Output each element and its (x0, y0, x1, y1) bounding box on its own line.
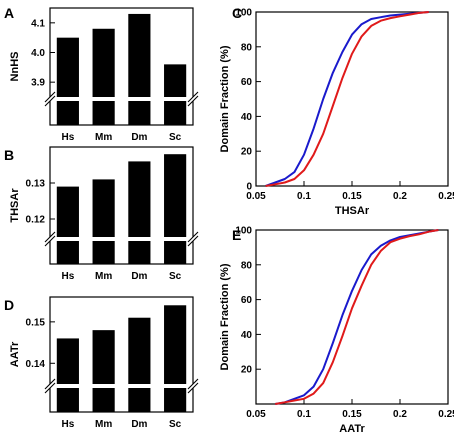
bar-D-Sc (164, 305, 187, 412)
y-tick-label: 60 (241, 295, 253, 306)
x-axis-label: THSAr (335, 205, 370, 217)
y-tick-label: 0.14 (26, 359, 46, 370)
axis-break-mark (44, 95, 56, 107)
x-tick-label: Dm (131, 271, 147, 282)
x-axis-label: AATr (339, 423, 365, 435)
x-tick-label: 0.25 (438, 409, 454, 420)
y-axis-label: NnHS (9, 52, 21, 82)
bar-D-Dm (128, 317, 151, 412)
y-axis-label: AATr (9, 341, 21, 367)
x-tick-label: Mm (95, 419, 112, 430)
bar-A-Hs (56, 37, 79, 125)
x-tick-label: Dm (131, 132, 147, 143)
x-tick-label: 0.15 (342, 409, 362, 420)
x-tick-label: Sc (169, 271, 182, 282)
axis-break-mark (187, 378, 199, 390)
x-tick-label: 0.1 (297, 191, 311, 202)
y-tick-label: 40 (241, 112, 253, 123)
x-tick-label: 0.2 (393, 409, 407, 420)
series-E-1-line (275, 229, 439, 405)
axis-break-mark (187, 95, 199, 107)
x-tick-label: Hs (61, 132, 74, 143)
series-E-0-line (275, 229, 439, 405)
bar-B-Sc (164, 154, 187, 264)
axis-break-mark (44, 378, 56, 390)
bar-A-Sc (164, 64, 187, 125)
bar-B-Dm (128, 161, 151, 264)
x-tick-label: Sc (169, 132, 182, 143)
axis-break-mark (44, 382, 56, 394)
y-tick-label: 80 (241, 260, 253, 271)
axis-break-mark (44, 91, 56, 103)
y-tick-label: 0.15 (26, 317, 46, 328)
y-tick-label: 4.0 (31, 48, 45, 59)
bar-B-Hs (56, 186, 79, 264)
axis-break-mark (44, 231, 56, 243)
bar-D-Mm (92, 330, 115, 412)
axis-break-mark (187, 231, 199, 243)
y-tick-label: 0 (246, 182, 252, 193)
panel-B-frame (49, 146, 194, 265)
y-tick-label: 0.13 (26, 179, 46, 190)
y-axis-label: Domain Fraction (%) (219, 263, 231, 370)
panel-A-frame (49, 7, 194, 126)
axis-break-band (44, 237, 199, 241)
y-tick-label: 20 (241, 365, 253, 376)
y-tick-label: 60 (241, 77, 253, 88)
panel-E-frame (255, 229, 449, 405)
y-tick-label: 4.1 (31, 18, 45, 29)
panel-letter: C (232, 5, 242, 21)
axis-break-mark (187, 91, 199, 103)
panel-C-frame (255, 11, 449, 187)
axis-break-mark (44, 235, 56, 247)
x-tick-label: Sc (169, 419, 182, 430)
x-tick-label: 0.05 (246, 191, 266, 202)
y-tick-label: 0.12 (26, 215, 46, 226)
x-tick-label: Hs (61, 271, 74, 282)
x-tick-label: 0.2 (393, 191, 407, 202)
y-axis-label: Domain Fraction (%) (219, 45, 231, 152)
panel-letter: A (4, 5, 14, 21)
bar-D-Hs (56, 338, 79, 412)
y-tick-label: 3.9 (31, 78, 45, 89)
axis-break-mark (187, 235, 199, 247)
y-tick-label: 100 (235, 226, 252, 237)
axis-break-band (44, 97, 199, 101)
x-tick-label: Mm (95, 132, 112, 143)
y-tick-label: 40 (241, 330, 253, 341)
x-tick-label: 0.25 (438, 191, 454, 202)
x-tick-label: 0.05 (246, 409, 266, 420)
axis-break-mark (187, 382, 199, 394)
x-tick-label: 0.1 (297, 409, 311, 420)
panel-D-frame (49, 296, 194, 413)
series-C-1-line (265, 11, 429, 187)
bar-B-Mm (92, 179, 115, 264)
panel-letter: E (232, 227, 241, 243)
y-tick-label: 20 (241, 147, 253, 158)
axis-break-band (44, 384, 199, 388)
panel-letter: B (4, 147, 14, 163)
x-tick-label: Dm (131, 419, 147, 430)
bar-A-Mm (92, 28, 115, 126)
bar-A-Dm (128, 13, 151, 125)
x-tick-label: 0.15 (342, 191, 362, 202)
series-C-0-line (265, 11, 429, 187)
y-axis-label: THSAr (9, 188, 21, 223)
x-tick-label: Hs (61, 419, 74, 430)
y-tick-label: 100 (235, 8, 252, 19)
x-tick-label: Mm (95, 271, 112, 282)
panel-letter: D (4, 297, 14, 313)
y-tick-label: 80 (241, 42, 253, 53)
